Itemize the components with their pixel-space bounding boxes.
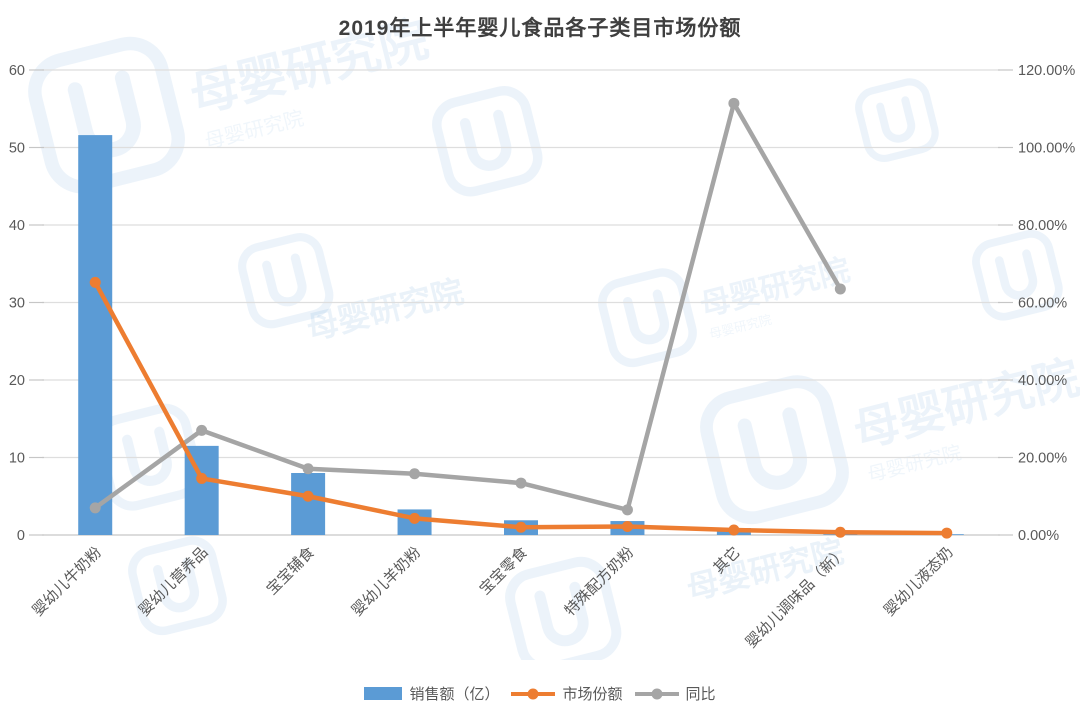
gridlines: 0 10 20 30 40 50 60 0.00% 20.00% 40.00% 60.00% 80.0…	[9, 63, 1075, 544]
data-point-marker	[196, 424, 208, 436]
data-point-marker	[302, 490, 314, 502]
data-point-marker	[728, 97, 740, 109]
data-point-marker	[834, 526, 846, 538]
right-axis-tick: 20.00%	[1018, 451, 1067, 467]
watermark-logo	[972, 229, 1063, 321]
bar	[291, 473, 326, 535]
right-axis-tick: 120.00%	[1018, 63, 1075, 79]
watermark-logo	[238, 233, 334, 329]
left-axis-tick: 50	[9, 141, 25, 157]
right-axis-tick: 0.00%	[1018, 528, 1059, 544]
data-point-marker	[621, 520, 633, 532]
data-point-marker	[515, 521, 527, 533]
legend-item-market-share: 市场份额	[511, 683, 623, 704]
left-axis-tick: 20	[9, 373, 25, 389]
watermark-logo	[855, 78, 939, 162]
legend-item-sales: 销售额（亿）	[364, 683, 499, 704]
data-point-marker	[196, 472, 208, 484]
chart-canvas: 母婴研究院母婴研究院母婴研究院母婴研究院母婴研究院母婴研究院母婴研究院母婴研究院…	[9, 12, 1080, 674]
data-point-marker	[302, 463, 314, 475]
legend-swatch-sales	[364, 687, 403, 700]
line-series	[89, 97, 846, 516]
x-axis-label: 婴幼儿羊奶粉	[349, 544, 425, 620]
legend-label-yoy: 同比	[685, 686, 716, 703]
right-axis-tick: 80.00%	[1018, 218, 1067, 234]
watermark-logo	[128, 536, 227, 636]
left-axis-tick: 30	[9, 296, 25, 312]
data-point-marker	[89, 276, 101, 288]
x-axis-label: 特殊配方奶粉	[562, 544, 638, 620]
legend-item-yoy: 同比	[634, 683, 716, 704]
bar	[78, 135, 113, 535]
data-point-marker	[728, 524, 740, 536]
data-point-marker	[409, 468, 421, 480]
watermark-logo	[432, 86, 543, 197]
legend-label-sales: 销售额（亿）	[409, 686, 500, 703]
legend-marker-dot	[651, 688, 662, 699]
data-point-marker	[409, 512, 421, 524]
data-point-marker	[941, 527, 953, 539]
left-axis-tick: 10	[9, 451, 25, 467]
x-axis-label: 婴幼儿液态奶	[881, 544, 957, 620]
data-point-marker	[621, 504, 633, 516]
left-axis-tick: 40	[9, 218, 25, 234]
left-axis-tick: 60	[9, 63, 25, 79]
legend-marker-dot	[527, 688, 539, 699]
right-axis-tick: 40.00%	[1018, 373, 1067, 389]
legend-label-market-share: 市场份额	[562, 686, 623, 703]
x-axis-label: 宝宝辅食	[263, 544, 317, 598]
line-series	[89, 276, 953, 539]
right-axis-tick: 100.00%	[1018, 141, 1075, 157]
data-point-marker	[89, 502, 101, 514]
data-point-marker	[515, 477, 527, 489]
right-axis-tick: 60.00%	[1018, 296, 1067, 312]
chart-legend: 销售额（亿） 市场份额 同比	[0, 683, 1080, 704]
svg-text:母婴研究院: 母婴研究院	[848, 351, 1080, 457]
legend-swatch-market-share	[511, 688, 556, 699]
bars-series	[78, 135, 964, 535]
left-axis-tick: 0	[17, 528, 25, 544]
chart-title: 2019年上半年婴儿食品各子类目市场份额	[338, 17, 742, 40]
legend-swatch-yoy	[634, 688, 679, 699]
x-axis-label: 婴幼儿牛奶粉	[29, 544, 105, 620]
data-point-marker	[834, 283, 846, 295]
svg-text:母婴研究院: 母婴研究院	[696, 252, 853, 323]
